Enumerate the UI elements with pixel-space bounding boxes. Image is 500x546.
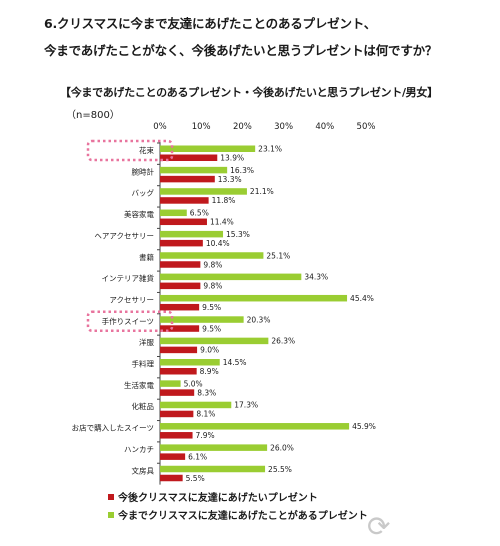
- bar-green: [160, 273, 302, 281]
- category-label: お店で購入したスイーツ: [72, 423, 154, 433]
- data-label-green: 45.9%: [352, 422, 376, 431]
- category-label: ハンカチ: [124, 445, 154, 454]
- page-title-line-1: 6.クリスマスに今まで友達にあげたことのあるプレゼント、: [44, 16, 377, 31]
- bar-red: [160, 453, 186, 460]
- data-label-green: 45.4%: [350, 294, 374, 303]
- data-label-red: 9.0%: [200, 346, 219, 355]
- data-label-green: 34.3%: [304, 273, 328, 282]
- data-label-red: 13.3%: [218, 175, 242, 184]
- watermark-logo-icon: ⟳: [367, 510, 391, 543]
- category-label: 生活家電: [124, 380, 154, 390]
- bar-green: [160, 337, 269, 345]
- bar-green: [160, 465, 266, 473]
- bar-red: [160, 410, 194, 418]
- data-label-red: 8.1%: [196, 410, 215, 419]
- x-tick-label: 10%: [192, 122, 211, 132]
- bar-green: [160, 230, 224, 238]
- data-label-red: 8.9%: [200, 367, 219, 376]
- data-label-red: 7.9%: [196, 431, 215, 440]
- page-title-line-2: 今まであげたことがなく、今後あげたいと思うプレゼントは何ですか？: [44, 43, 438, 58]
- x-tick-label: 50%: [357, 122, 376, 132]
- bar-green: [160, 166, 228, 174]
- category-label: 美容家電: [124, 209, 154, 219]
- data-label-green: 25.1%: [266, 251, 290, 260]
- data-label-green: 21.1%: [250, 187, 274, 196]
- bar-green: [160, 444, 268, 451]
- data-label-green: 16.3%: [230, 166, 254, 175]
- bar-red: [160, 368, 197, 375]
- data-label-red: 9.5%: [202, 324, 221, 333]
- chart-heading: 【今まであげたことのあるプレゼント・今後あげたいと思うプレゼント/男女】: [60, 86, 438, 99]
- legend-label-red: 今後クリスマスに友達にあげたいプレゼント: [118, 493, 318, 504]
- data-label-red: 6.1%: [188, 452, 207, 461]
- bar-green: [160, 401, 232, 409]
- data-label-red: 13.9%: [220, 154, 244, 163]
- x-tick-label: 0%: [153, 122, 167, 132]
- data-label-green: 5.0%: [184, 379, 203, 388]
- bar-red: [160, 154, 218, 161]
- data-label-red: 5.5%: [186, 474, 205, 483]
- data-label-green: 26.0%: [270, 443, 294, 452]
- x-tick-label: 30%: [274, 122, 293, 132]
- category-label: 書籍: [139, 252, 154, 262]
- data-label-green: 15.3%: [226, 230, 250, 239]
- data-label-green: 23.1%: [258, 145, 282, 154]
- category-label: 腕時計: [132, 166, 155, 176]
- category-label: 花束: [139, 145, 154, 155]
- category-label: ヘアアクセサリー: [94, 231, 154, 240]
- category-label: インテリア雑貨: [102, 273, 155, 283]
- bar-green: [160, 188, 247, 195]
- bar-red: [160, 303, 200, 311]
- data-label-green: 20.3%: [247, 315, 271, 324]
- bar-green: [160, 316, 244, 323]
- category-label: バッグ: [132, 188, 155, 198]
- data-label-green: 17.3%: [234, 401, 258, 410]
- category-label: 手料理: [132, 359, 155, 369]
- data-label-red: 10.4%: [206, 239, 230, 248]
- legend-swatch-green: [108, 511, 114, 518]
- data-label-red: 11.8%: [212, 196, 236, 205]
- data-label-red: 9.8%: [203, 260, 222, 269]
- bar-red: [160, 218, 207, 226]
- bar-red: [160, 474, 183, 482]
- bar-red: [160, 389, 195, 396]
- bar-red: [160, 197, 209, 204]
- category-label: 手作りスイーツ: [102, 316, 154, 326]
- bar-green: [160, 359, 220, 366]
- legend-label-green: 今までクリスマスに友達にあげたことがあるプレゼント: [118, 511, 368, 522]
- data-label-red: 11.4%: [210, 218, 234, 227]
- data-label-red: 8.3%: [197, 388, 216, 397]
- data-label-green: 26.3%: [271, 337, 295, 346]
- x-tick-label: 40%: [315, 122, 334, 132]
- bar-green: [160, 209, 187, 217]
- data-label-green: 6.5%: [190, 209, 209, 218]
- category-label: 洋服: [139, 337, 154, 347]
- bar-green: [160, 423, 350, 430]
- bar-red: [160, 325, 200, 332]
- legend-item-green: 今までクリスマスに友達にあげたことがあるプレゼント: [108, 507, 368, 522]
- data-label-red: 9.5%: [202, 303, 221, 312]
- bar-red: [160, 282, 201, 290]
- bar-green: [160, 145, 256, 152]
- legend-swatch-red: [108, 493, 114, 500]
- category-label: 文房具: [132, 465, 155, 475]
- bar-red: [160, 346, 198, 354]
- bar-green: [160, 252, 264, 259]
- bar-red: [160, 175, 215, 183]
- legend-item-red: 今後クリスマスに友達にあげたいプレゼント: [108, 489, 318, 504]
- category-label: 化粧品: [132, 401, 155, 411]
- bar-red: [160, 432, 193, 439]
- bar-green: [160, 380, 181, 387]
- bar-red: [160, 239, 203, 247]
- x-tick-label: 20%: [233, 122, 252, 132]
- bar-red: [160, 261, 201, 268]
- data-label-green: 14.5%: [223, 358, 247, 367]
- bar-green: [160, 294, 348, 302]
- category-label: アクセサリー: [109, 295, 154, 304]
- data-label-green: 25.5%: [268, 465, 292, 474]
- sample-size-label: （n=800）: [66, 110, 120, 121]
- data-label-red: 9.8%: [203, 282, 222, 291]
- highlight-box: [86, 139, 174, 162]
